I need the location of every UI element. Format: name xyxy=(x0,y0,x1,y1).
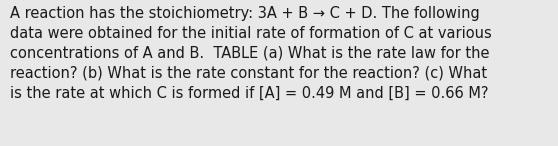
Text: A reaction has the stoichiometry: 3A + B → C + D. The following
data were obtain: A reaction has the stoichiometry: 3A + B… xyxy=(10,6,492,101)
